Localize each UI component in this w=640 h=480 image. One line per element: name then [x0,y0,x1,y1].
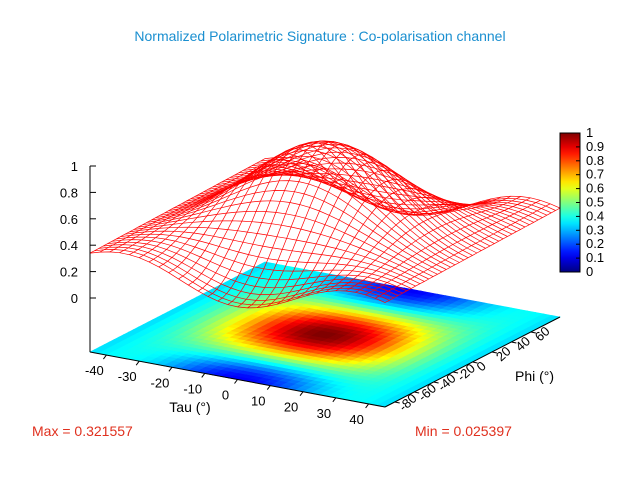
phi-tick-mark [472,361,478,364]
tau-tick-label: -30 [118,369,137,384]
colorbar-tick-label: 0.3 [586,222,604,237]
mesh-line [94,249,390,306]
mesh-line [264,157,561,214]
colorbar-tick-label: 0.7 [586,167,604,182]
colorbar-tick-label: 0.6 [586,181,604,196]
tau-tick-mark [168,366,173,372]
mesh-line [111,239,408,292]
tau-tick-label: 20 [284,400,298,415]
mesh-line [221,173,517,233]
mesh-line [256,161,552,216]
colorbar-tick-label: 0.1 [586,250,604,265]
mesh-line [98,246,394,301]
colorbar-tick-label: 0.8 [586,153,604,168]
phi-axis-label: Phi (°) [515,368,554,384]
colorbar-tick-label: 0.2 [586,236,604,251]
colorbar-tick-label: 0 [586,264,593,279]
mesh-line [138,210,434,277]
mesh-line [164,155,460,263]
mesh-line [243,168,539,221]
mesh-line [234,172,530,226]
phi-tick-mark [511,341,517,344]
mesh-line [103,244,399,296]
mesh-line [155,171,451,268]
tau-tick-label: 0 [222,388,229,403]
mesh-line [124,230,421,285]
chart-title: Normalized Polarimetric Signature : Co-p… [134,28,506,44]
colorbar-tick-label: 1 [586,125,593,140]
mesh-line [260,159,556,216]
phi-tick-mark [414,391,420,394]
mesh-line [146,190,443,273]
phi-tick-mark [452,371,459,374]
tau-tick-mark [234,379,238,384]
surface-mesh [89,140,561,309]
tau-axis-label: Tau (°) [169,399,210,415]
phi-tick-mark [530,331,536,334]
mesh-line [116,236,412,289]
phi-tick-mark [394,401,400,404]
tau-tick-label: -40 [85,363,104,378]
min-value-label: Min = 0.025397 [415,423,512,439]
mesh-line [190,141,486,249]
z-tick-label: 0 [71,291,78,306]
mesh-line [168,149,464,261]
z-tick-label: 0.6 [60,212,78,227]
colorbar-tick-label: 0.9 [586,139,604,154]
mesh-line [139,162,315,259]
tau-tick-mark [266,385,271,390]
tau-tick-mark [201,373,206,378]
phi-tick-mark [491,351,498,354]
mesh-line [159,162,456,266]
colorbar-tick-label: 0.4 [586,208,604,223]
mesh-line [151,180,447,270]
mesh-line [120,233,416,287]
colorbar: 00.10.20.30.40.50.60.70.80.91 [559,125,604,279]
mesh-line [225,174,521,230]
tau-tick-label: 30 [317,406,331,421]
mesh-line [238,170,534,223]
mesh-line [212,162,508,237]
mesh-line [133,220,429,280]
z-tick-label: 0.8 [60,185,78,200]
max-value-label: Max = 0.321557 [32,423,133,439]
mesh-line [107,241,403,294]
z-tick-label: 0.4 [60,238,78,253]
mesh-line [129,226,425,282]
tau-tick-mark [365,403,370,409]
tau-tick-mark [299,391,304,397]
z-tick-label: 0.2 [60,265,78,280]
z-tick-label: 1 [71,159,78,174]
tau-tick-label: 40 [349,412,363,427]
tau-tick-mark [102,354,107,360]
tau-tick-mark [135,360,140,366]
mesh-line [229,174,526,228]
tau-tick-mark [332,397,337,403]
tau-tick-label: 10 [251,394,265,409]
mesh-line [142,200,438,275]
colorbar-tick-label: 0.5 [586,195,604,210]
phi-tick-mark [433,381,439,384]
tau-tick-label: -10 [183,381,202,396]
mesh-line [89,251,386,309]
tau-tick-label: -20 [151,375,170,390]
